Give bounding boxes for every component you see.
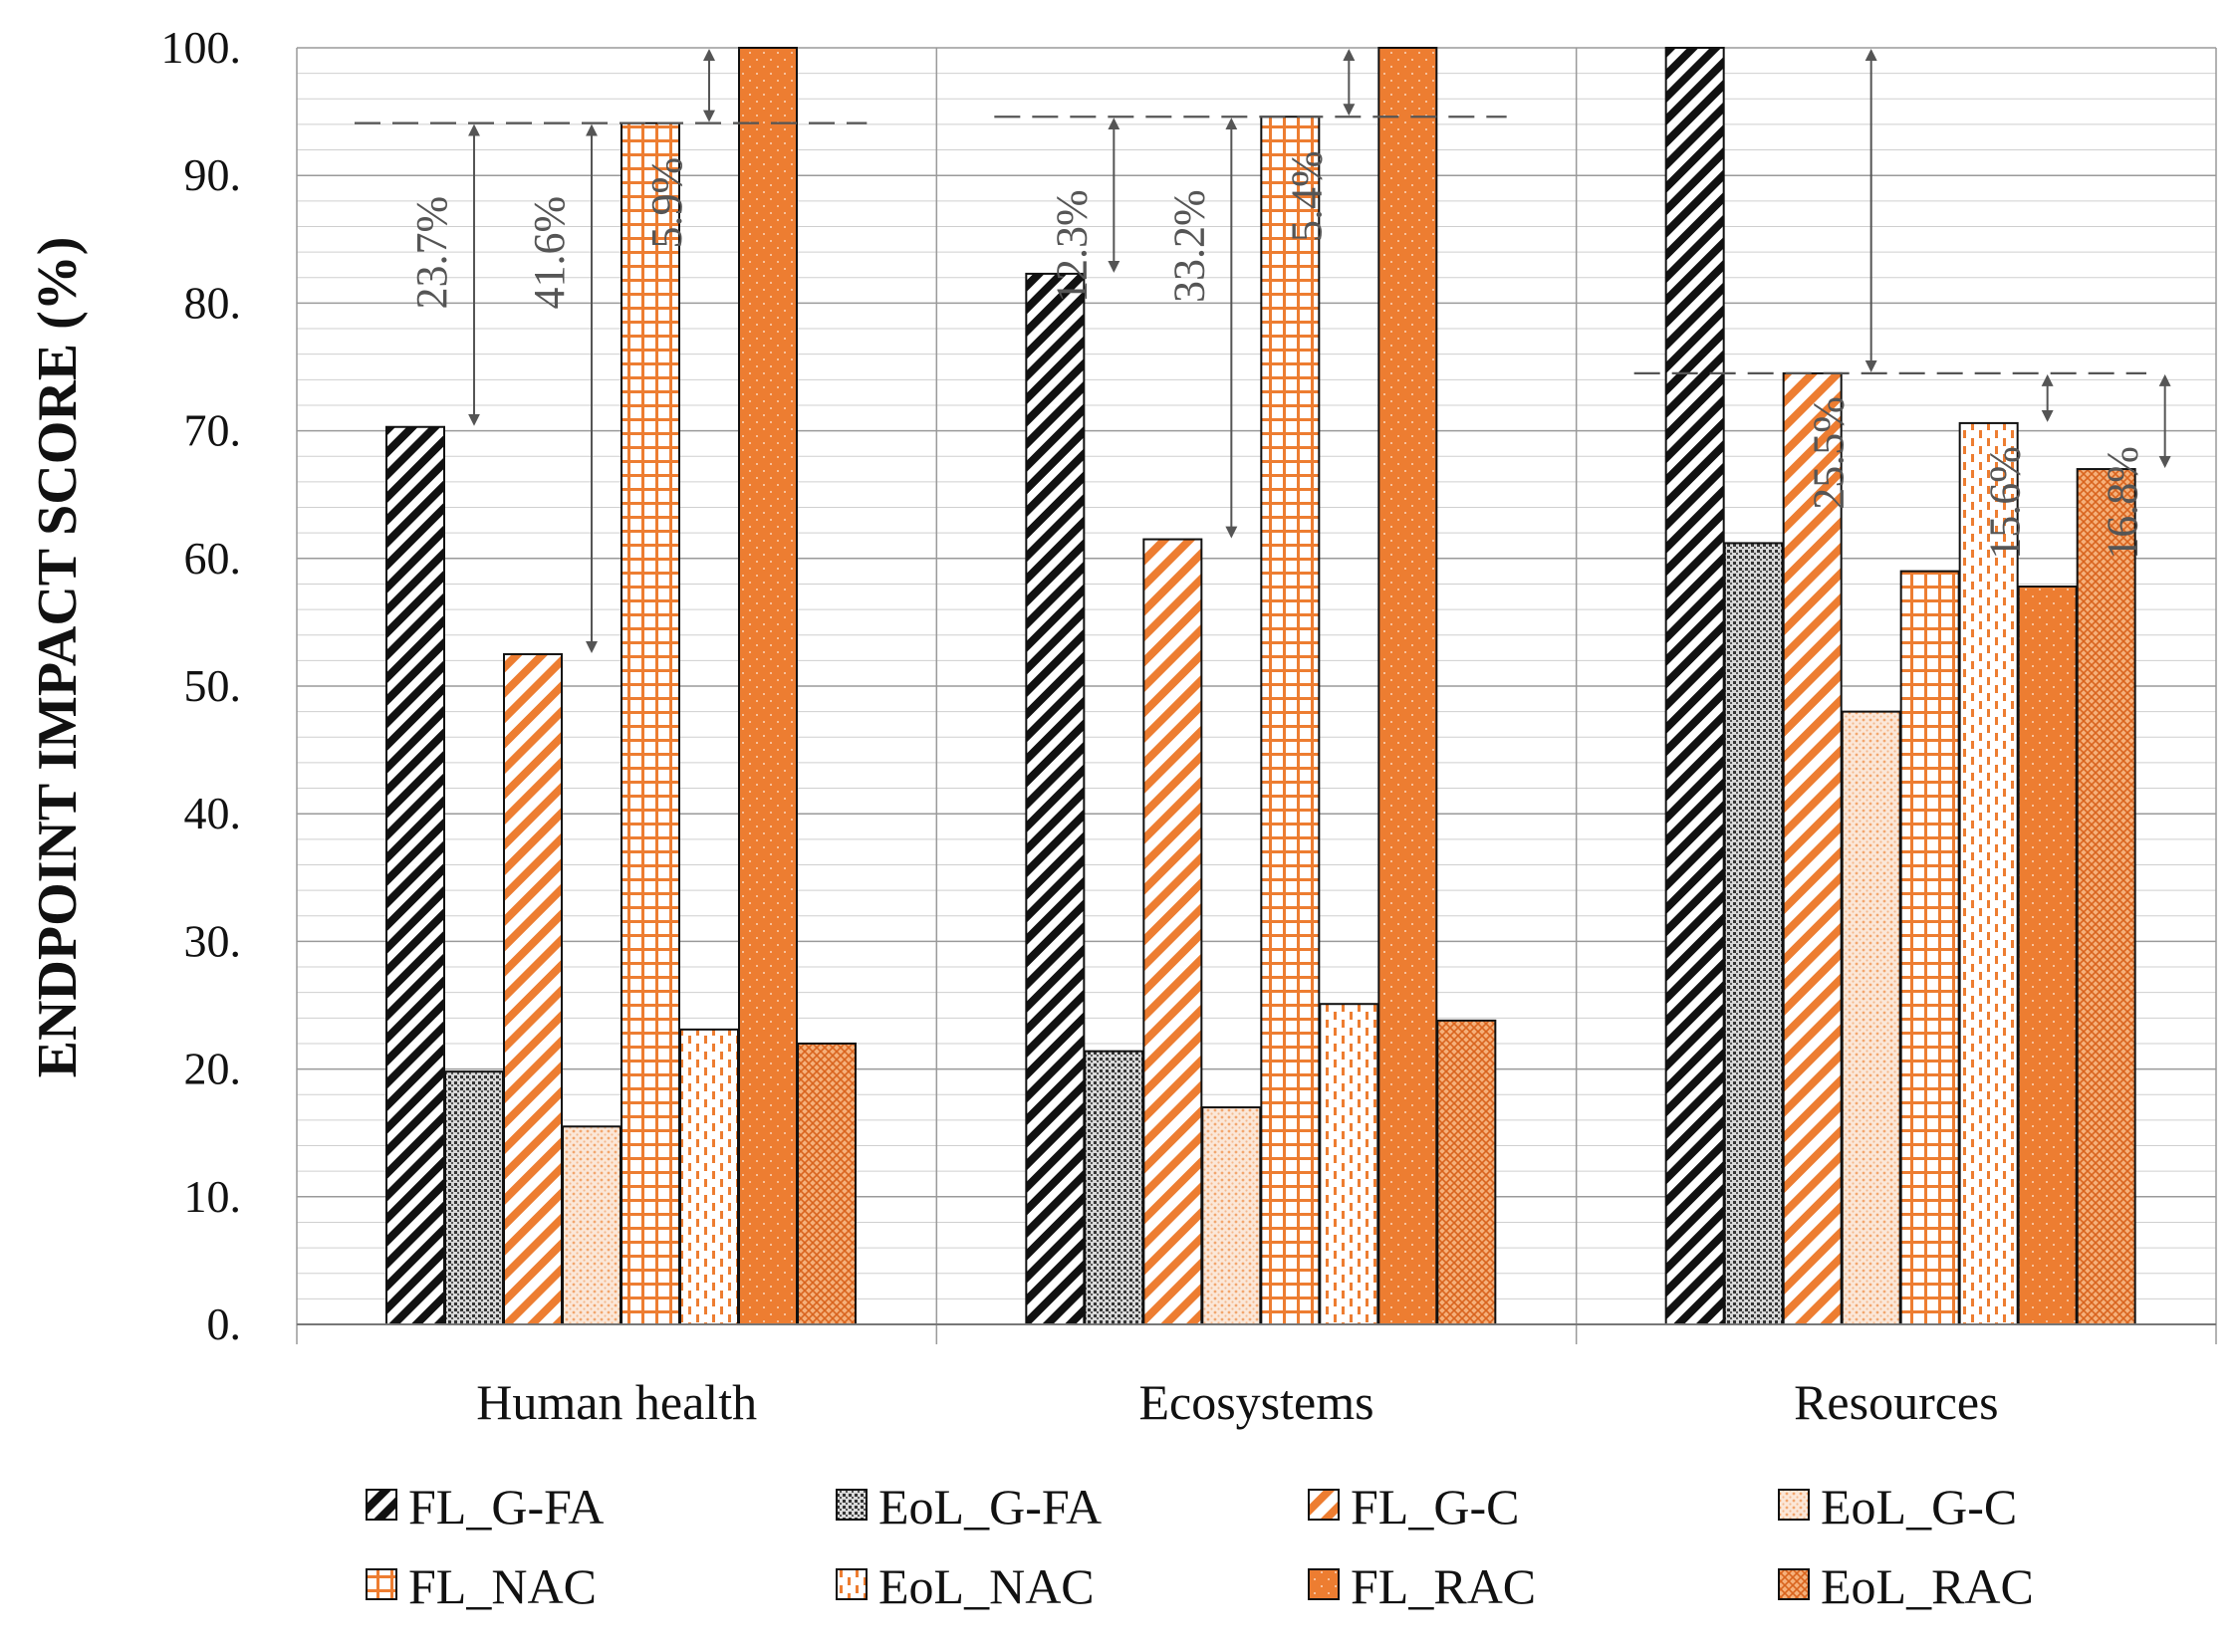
y-tick-label: 60. <box>184 533 242 584</box>
bar-fl-g-c <box>1782 371 1843 1326</box>
legend-label: FL_G-C <box>1351 1479 1519 1534</box>
x-category-label: Resources <box>1794 1374 1999 1430</box>
legend-label: EoL_G-FA <box>878 1479 1102 1534</box>
legend-label: EoL_NAC <box>878 1558 1095 1614</box>
bar-fl-nac <box>621 121 680 1326</box>
difference-label: 5.9% <box>642 157 691 249</box>
bar-eol-g-fa <box>1723 542 1784 1325</box>
legend-swatch <box>1308 1568 1340 1600</box>
difference-label: 15.6% <box>1981 446 2030 560</box>
x-category-label: Human health <box>476 1374 757 1430</box>
difference-label: 5.4% <box>1282 150 1331 242</box>
legend-label: FL_NAC <box>408 1558 597 1614</box>
legend: FL_G-FA EoL_G-FA FL_G-C EoL_G-C FL_NAC EoL_NA… <box>366 1479 2034 1614</box>
legend-swatch <box>1778 1568 1810 1600</box>
bar-eol-rac <box>797 1042 857 1325</box>
bar-eol-nac <box>679 1028 739 1326</box>
bar-eol-g-c <box>1201 1106 1262 1326</box>
bar-fl-rac <box>1377 47 1438 1325</box>
legend-swatch <box>1308 1489 1340 1521</box>
difference-label: 16.8% <box>2099 446 2147 560</box>
bar-eol-nac <box>1958 421 2019 1325</box>
bar-fl-nac <box>1260 116 1321 1325</box>
bar-fl-g-fa <box>1664 47 1725 1325</box>
bar-fl-nac <box>1899 570 1960 1325</box>
difference-label: 25.5% <box>1805 396 1854 510</box>
y-tick-label: 90. <box>184 149 242 200</box>
y-tick-label: 40. <box>184 788 242 838</box>
axis: 0. 10. 20. 30. 40. 50. 60. 70. 80. 90. 100. Human h… <box>161 22 2216 1430</box>
bar-fl-g-c <box>1142 538 1203 1325</box>
difference-label: 12.3% <box>1047 189 1096 303</box>
legend-swatch <box>836 1489 868 1521</box>
bar-eol-g-fa <box>1084 1050 1144 1325</box>
bars <box>385 47 2136 1326</box>
legend-swatch <box>366 1568 397 1600</box>
bar-fl-rac <box>2017 586 2078 1325</box>
legend-label: FL_G-FA <box>408 1479 604 1534</box>
x-category-label: Ecosystems <box>1138 1374 1373 1430</box>
y-tick-label: 20. <box>184 1044 242 1094</box>
y-axis-label: ENDPOINT IMPACT SCORE (%) <box>27 237 89 1078</box>
bar-eol-rac <box>2076 468 2136 1325</box>
legend-label: EoL_RAC <box>1821 1558 2034 1614</box>
bar-eol-nac <box>1319 1003 1379 1326</box>
bar-fl-g-c <box>503 652 563 1325</box>
y-tick-label: 10. <box>184 1171 242 1222</box>
bar-eol-g-c <box>562 1125 621 1326</box>
y-tick-label: 30. <box>184 915 242 966</box>
difference-label: 23.7% <box>407 196 456 310</box>
annotations: 23.7% 41.6% 5.9% 12.3% 33.2% 5.4% 25.5% 15.6% 16… <box>355 49 2171 653</box>
bar-eol-g-c <box>1841 710 1901 1325</box>
bar-fl-rac <box>738 47 798 1325</box>
legend-swatch <box>366 1489 397 1521</box>
bar-eol-g-fa <box>444 1070 504 1325</box>
bar-fl-g-fa <box>385 425 445 1325</box>
y-tick-label: 0. <box>207 1298 242 1349</box>
y-tick-label: 70. <box>184 405 242 456</box>
y-tick-label: 50. <box>184 660 242 711</box>
legend-label: EoL_G-C <box>1821 1479 2017 1534</box>
difference-label: 41.6% <box>525 196 574 310</box>
y-tick-label: 80. <box>184 277 242 328</box>
bar-eol-rac <box>1436 1019 1497 1326</box>
bar-fl-g-fa <box>1025 272 1086 1326</box>
y-tick-label: 100. <box>161 22 242 73</box>
legend-swatch <box>836 1568 868 1600</box>
legend-label: FL_RAC <box>1351 1558 1536 1614</box>
difference-label: 33.2% <box>1164 189 1213 303</box>
legend-swatch <box>1778 1489 1810 1521</box>
